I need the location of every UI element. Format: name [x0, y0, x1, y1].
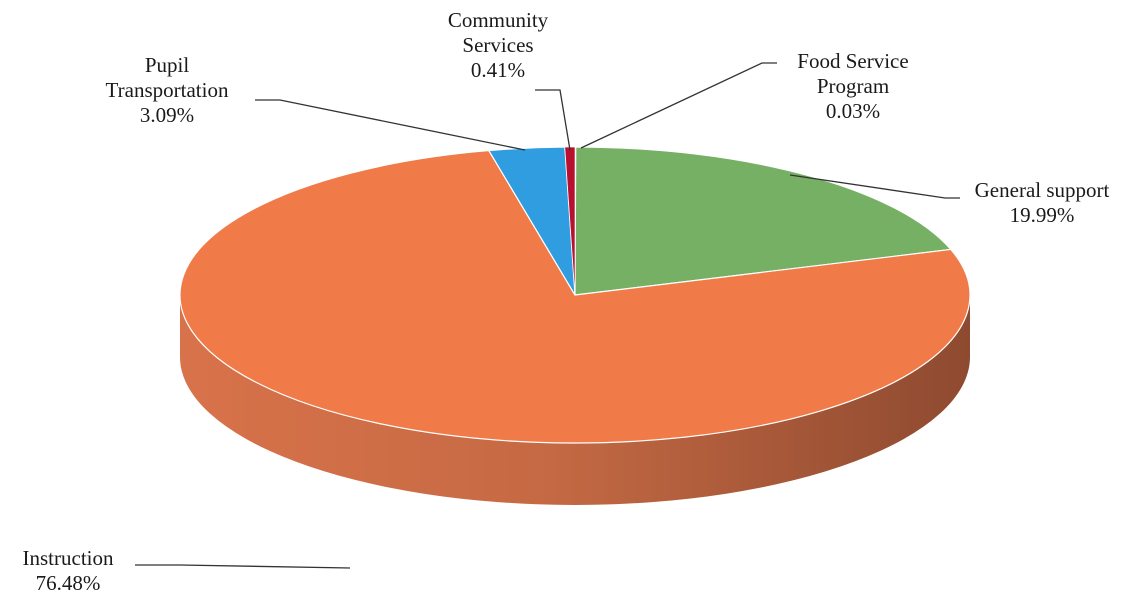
leader-line-food-service-program [580, 62, 777, 149]
label-value-pupil-transportation: 3.09% [140, 103, 194, 127]
label-name-pupil-transportation: Pupil [145, 53, 190, 77]
label-name-instruction: Instruction [23, 546, 114, 570]
label-name-community-services: Services [462, 33, 533, 57]
label-value-food-service-program: 0.03% [826, 99, 880, 123]
leader-line-general-support [789, 174, 960, 199]
pie-slice-instruction [179, 149, 971, 444]
label-name-food-service-program: Program [817, 74, 889, 98]
label-name-food-service-program: Food Service [797, 49, 908, 73]
label-name-community-services: Community [448, 8, 549, 32]
leader-line-community-services [535, 89, 571, 151]
label-value-instruction: 76.48% [36, 571, 101, 595]
label-name-general-support: General support [975, 178, 1110, 202]
label-name-pupil-transportation: Transportation [106, 78, 229, 102]
leader-line-instruction [135, 564, 351, 569]
pie-top-faces [179, 146, 971, 444]
pie-side-instruction [180, 295, 970, 505]
pie-side-walls [180, 295, 970, 505]
label-value-community-services: 0.41% [471, 58, 525, 82]
pie-slice-general-support [574, 146, 953, 296]
label-value-general-support: 19.99% [1010, 203, 1075, 227]
leader-line-pupil-transportation [255, 99, 526, 151]
